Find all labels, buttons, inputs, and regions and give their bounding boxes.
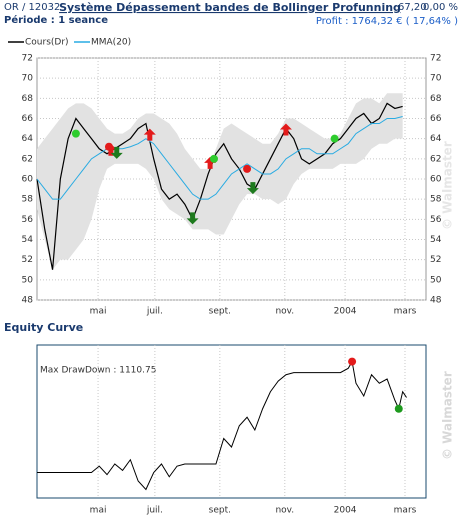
y-tick-label: 64: [430, 134, 442, 144]
buy-arrow: [186, 212, 199, 225]
watermark: © Walmaster: [441, 141, 455, 230]
change: 0,00 %: [423, 2, 458, 13]
exit_long-dot: [71, 129, 80, 138]
y-tick-label: 52: [430, 255, 441, 265]
y-tick-label: 60: [430, 175, 442, 185]
y-tick-label: 54: [430, 235, 442, 245]
y-tick-label: 50: [22, 275, 34, 285]
sell-arrow: [143, 128, 156, 141]
y-tick-label: 48: [430, 296, 442, 306]
watermark: © Walmaster: [441, 371, 455, 460]
exit_short-dot: [104, 142, 113, 151]
y-tick-label: 70: [22, 74, 34, 84]
x-tick-label: mai: [90, 307, 107, 317]
exit_long-dot: [330, 134, 339, 143]
exit_long-dot: [209, 154, 218, 163]
x-tick-label: juil.: [146, 307, 163, 317]
y-tick-label: 62: [430, 154, 441, 164]
y-tick-label: 72: [430, 54, 441, 64]
y-tick-label: 50: [430, 275, 442, 285]
x-tick-label: 2004: [334, 307, 357, 317]
y-tick-label: 60: [22, 175, 34, 185]
trough-dot: [394, 404, 403, 413]
y-tick-label: 70: [430, 74, 442, 84]
y-tick-label: 54: [22, 235, 34, 245]
y-tick-label: 58: [430, 195, 442, 205]
sell-arrow: [279, 123, 292, 136]
y-tick-label: 48: [22, 296, 34, 306]
y-tick-label: 52: [22, 255, 33, 265]
y-tick-label: 66: [22, 114, 34, 124]
y-tick-label: 72: [22, 54, 33, 64]
x-tick-label: mars: [394, 307, 417, 317]
profit: Profit : 1764,32 € ( 17,64% ): [316, 16, 458, 27]
buy-arrow: [110, 146, 123, 159]
x-tick-label: 2004: [334, 506, 357, 516]
y-tick-label: 68: [430, 94, 442, 104]
peak-dot: [348, 357, 357, 366]
y-tick-label: 66: [430, 114, 442, 124]
x-tick-label: nov.: [275, 307, 294, 317]
legend-label: Cours(Dr): [25, 38, 69, 48]
y-tick-label: 58: [22, 195, 34, 205]
chart-title: Système Dépassement bandes de Bollinger …: [59, 1, 401, 14]
legend-label: MMA(20): [91, 38, 131, 48]
x-tick-label: juil.: [146, 506, 163, 516]
y-tick-label: 56: [22, 215, 34, 225]
symbol: OR / 12032: [4, 2, 60, 13]
x-tick-label: sept.: [209, 307, 231, 317]
series-line: [36, 102, 403, 270]
price: 67,20: [398, 2, 427, 13]
x-tick-label: mars: [394, 506, 417, 516]
buy-arrow: [246, 182, 259, 195]
annotation: Max DrawDown : 1110.75: [40, 366, 156, 376]
bollinger-band: [37, 93, 403, 270]
y-tick-label: 68: [22, 94, 34, 104]
y-tick-label: 64: [22, 134, 34, 144]
equity-line: [37, 360, 407, 491]
equity-title: Equity Curve: [4, 321, 83, 334]
series-line: [36, 115, 403, 200]
x-tick-label: mai: [90, 506, 107, 516]
exit_short-dot: [243, 164, 252, 173]
x-tick-label: sept.: [209, 506, 231, 516]
x-tick-label: nov.: [275, 506, 294, 516]
equity-frame: [36, 344, 427, 499]
y-tick-label: 56: [430, 215, 442, 225]
period: Période : 1 seance: [4, 14, 108, 26]
y-tick-label: 62: [22, 154, 33, 164]
